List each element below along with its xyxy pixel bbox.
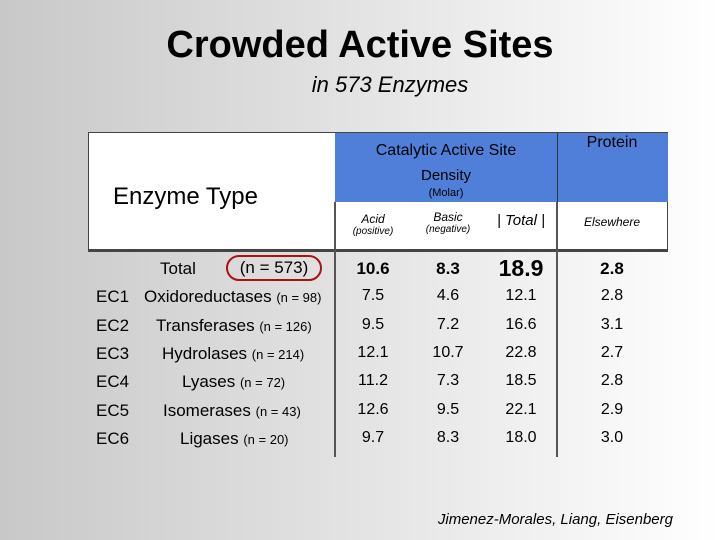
acid-value: 7.5 <box>361 287 385 304</box>
table-row: EC2 Transferases (n = 126) 9.5 7.2 16.6 … <box>0 316 720 344</box>
slide-title: Crowded Active Sites <box>166 24 554 66</box>
table-row: EC3 Hydrolases (n = 214) 12.1 10.7 22.8 … <box>0 344 720 372</box>
basic-value: 7.2 <box>436 316 460 333</box>
protein-header-cell <box>557 133 668 202</box>
acid-sub: (positive) <box>352 226 394 237</box>
header-divider <box>88 250 668 252</box>
acid-value: 12.6 <box>357 401 389 418</box>
column-divider <box>556 202 558 457</box>
enzyme-name: Transferases (n = 126) <box>156 316 312 335</box>
basic-label: Basic <box>433 210 463 224</box>
protein-title: Protein <box>586 134 638 151</box>
table-row: EC6 Ligases (n = 20) 9.7 8.3 18.0 3.0 <box>0 429 720 457</box>
total-value: 12.1 <box>505 287 537 304</box>
basic-value: 7.3 <box>436 372 460 389</box>
total-value: 16.6 <box>505 316 537 333</box>
total-value: 18.0 <box>505 429 537 446</box>
basic-value: 9.5 <box>436 401 460 418</box>
total-basic: 8.3 <box>436 259 460 278</box>
basic-value: 10.7 <box>432 344 464 361</box>
total-acid: 10.6 <box>356 259 390 278</box>
total-value: 22.1 <box>505 401 537 418</box>
enzyme-name: Oxidoreductases (n = 98) <box>144 287 322 306</box>
catalytic-header-cell <box>335 133 557 202</box>
enzyme-name: Lyases (n = 72) <box>182 372 286 391</box>
acid-value: 9.7 <box>361 429 385 446</box>
elsewhere-column-header: Elsewhere <box>583 215 641 229</box>
ec-code: EC3 <box>96 344 130 363</box>
total-column-header: | Total | <box>496 212 546 229</box>
acid-label: Acid <box>361 212 385 226</box>
elsewhere-value: 2.7 <box>600 344 624 361</box>
elsewhere-value: 2.9 <box>600 401 624 418</box>
acid-value: 12.1 <box>357 344 389 361</box>
basic-value: 8.3 <box>436 429 460 446</box>
total-total: 18.9 <box>498 255 544 281</box>
catalytic-units: (Molar) <box>428 187 464 199</box>
basic-column-header: Basic (negative) <box>411 210 485 235</box>
total-row-label: Total <box>160 259 196 278</box>
slide-subtitle: in 573 Enzymes <box>311 72 469 97</box>
ec-code: EC2 <box>96 316 130 335</box>
elsewhere-value: 3.1 <box>600 316 624 333</box>
ec-code: EC1 <box>96 287 130 306</box>
table-row: EC5 Isomerases (n = 43) 12.6 9.5 22.1 2.… <box>0 401 720 429</box>
catalytic-density: Density <box>420 167 472 184</box>
enzyme-name: Isomerases (n = 43) <box>163 401 301 420</box>
ec-code: EC5 <box>96 401 130 420</box>
enzyme-name: Hydrolases (n = 214) <box>162 344 305 363</box>
elsewhere-value: 3.0 <box>600 429 624 446</box>
table-row: EC4 Lyases (n = 72) 11.2 7.3 18.5 2.8 <box>0 372 720 400</box>
enzyme-type-heading: Enzyme Type <box>113 183 258 210</box>
acid-value: 9.5 <box>361 316 385 333</box>
total-elsewhere: 2.8 <box>600 259 624 278</box>
acid-column-header: Acid (positive) <box>335 212 411 237</box>
credit-line: Jimenez-Morales, Liang, Eisenberg <box>437 511 673 528</box>
ec-code: EC6 <box>96 429 130 448</box>
column-divider <box>334 202 336 457</box>
total-value: 18.5 <box>505 372 537 389</box>
elsewhere-value: 2.8 <box>600 287 624 304</box>
basic-sub: (negative) <box>425 224 471 235</box>
elsewhere-value: 2.8 <box>600 372 624 389</box>
table-row: EC1 Oxidoreductases (n = 98) 7.5 4.6 12.… <box>0 287 720 315</box>
catalytic-title: Catalytic Active Site <box>375 142 517 159</box>
enzyme-name: Ligases (n = 20) <box>180 429 289 448</box>
total-value: 22.8 <box>505 344 537 361</box>
total-row-count: (n = 573) <box>226 255 322 281</box>
acid-value: 11.2 <box>358 372 388 389</box>
basic-value: 4.6 <box>436 287 460 304</box>
ec-code: EC4 <box>96 372 130 391</box>
